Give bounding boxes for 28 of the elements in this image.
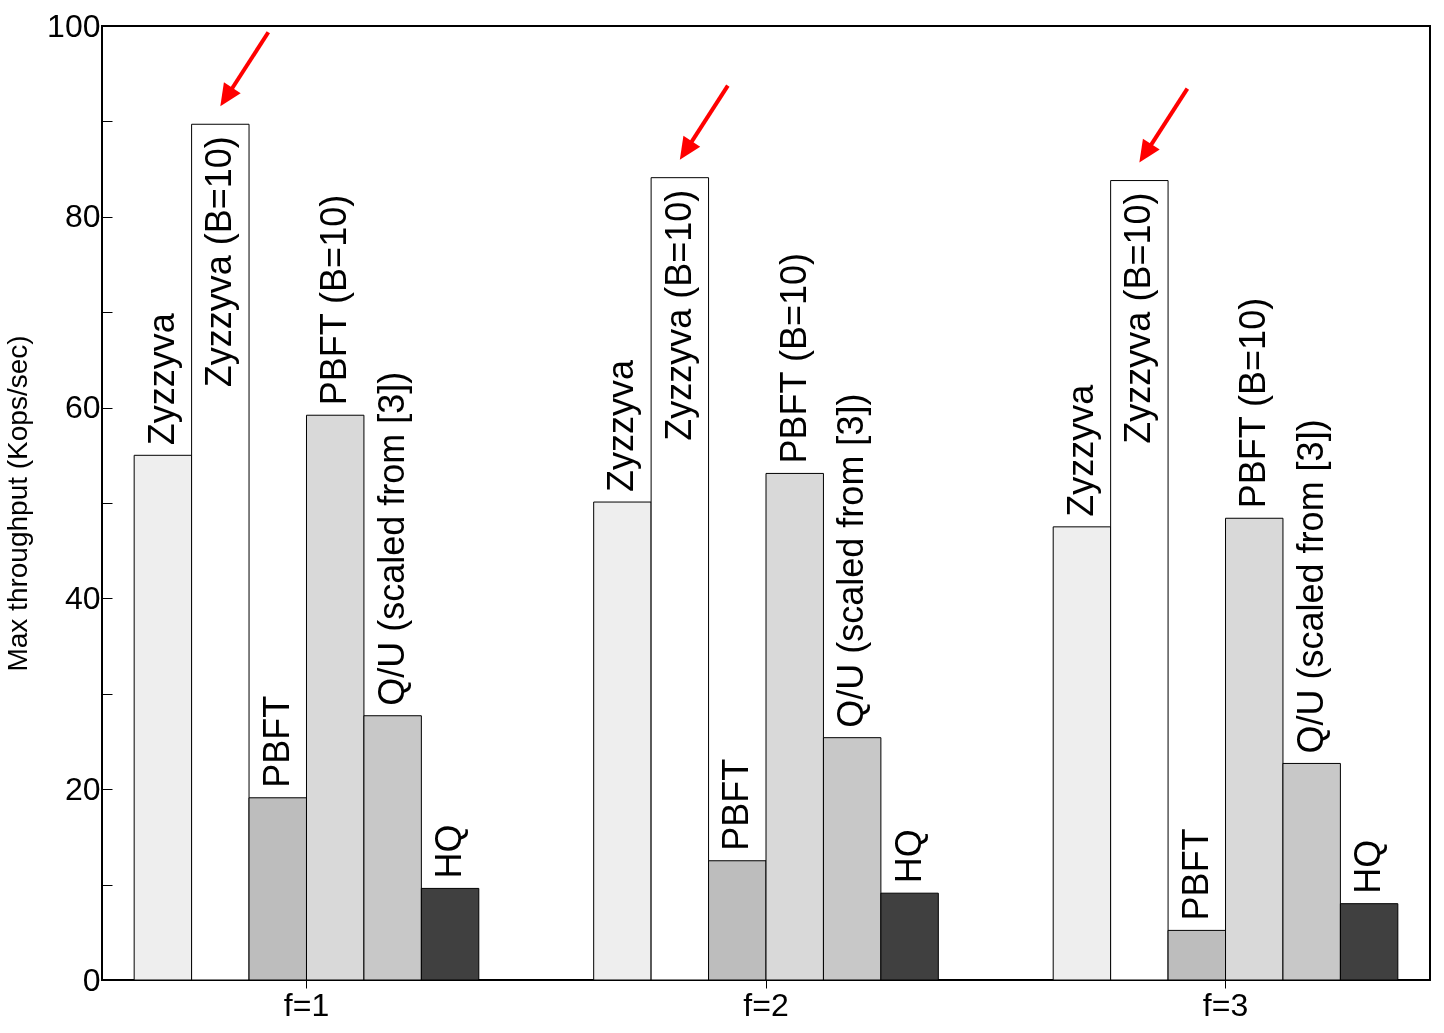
text: Zyzzyva [600, 360, 642, 493]
text: Zyzzyva (B=10) [657, 189, 699, 441]
text: PBFT [1174, 828, 1216, 921]
x-tick-label: f=2 [743, 986, 789, 1023]
text: PBFT (B=10) [772, 253, 814, 464]
text: Zyzzyva [140, 312, 182, 446]
y-tick-label: 60 [64, 389, 101, 426]
text: Q/U (scaled from [3]) [1289, 419, 1331, 754]
text: HQ [887, 829, 929, 884]
text: PBFT [255, 695, 297, 788]
text: PBFT [715, 758, 757, 851]
x-tick-label: f=3 [1202, 986, 1249, 1023]
y-tick-label: 100 [47, 7, 101, 44]
y-tick-label: 0 [82, 961, 101, 998]
y-tick-label: 80 [64, 198, 101, 235]
text: PBFT (B=10) [1232, 297, 1274, 509]
x-tick-label: f=1 [283, 986, 330, 1023]
text: Zyzzyva [1059, 384, 1101, 517]
text: HQ [428, 824, 470, 879]
text: PBFT (B=10) [313, 194, 355, 406]
series-label: Zyzzyva (B=10) [1117, 192, 1159, 444]
text: Q/U (scaled from [3]) [830, 393, 872, 728]
y-axis-title: Max throughput (Kops/sec) [2, 335, 34, 672]
y-tick-label: 20 [64, 770, 101, 807]
text: Zyzzyva (B=10) [198, 136, 240, 388]
text: Q/U (scaled from [3]) [370, 371, 412, 706]
y-tick-label: 40 [64, 579, 101, 616]
text: HQ [1347, 839, 1389, 894]
